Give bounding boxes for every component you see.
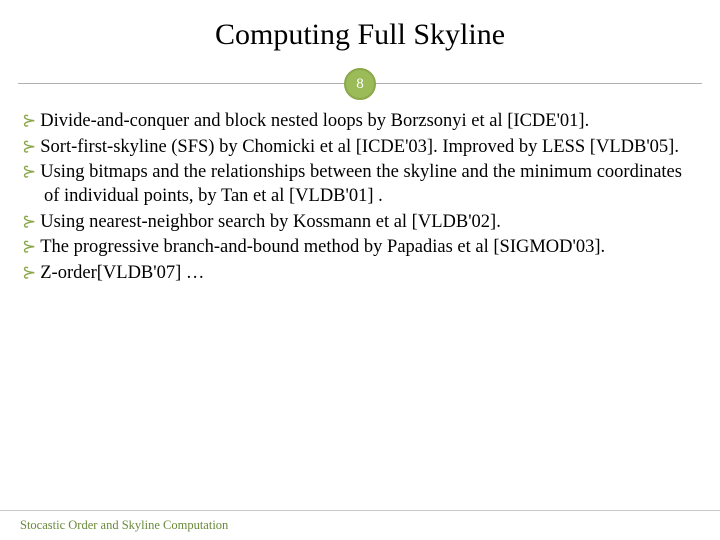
bullet-icon: ⊱ bbox=[22, 137, 40, 156]
slide-number-badge: 8 bbox=[344, 68, 376, 100]
slide-number: 8 bbox=[356, 76, 364, 93]
content-body: ⊱Divide-and-conquer and block nested loo… bbox=[0, 104, 720, 540]
footer: Stocastic Order and Skyline Computation bbox=[0, 510, 720, 540]
list-item: ⊱Using nearest-neighbor search by Kossma… bbox=[22, 211, 698, 235]
item-text: Using bitmaps and the relationships betw… bbox=[40, 162, 682, 206]
item-text: Using nearest-neighbor search by Kossman… bbox=[40, 212, 501, 232]
bullet-icon: ⊱ bbox=[22, 162, 40, 181]
bullet-icon: ⊱ bbox=[22, 212, 40, 231]
divider: 8 bbox=[0, 64, 720, 104]
title-area: Computing Full Skyline bbox=[0, 0, 720, 60]
item-text: Sort-first-skyline (SFS) by Chomicki et … bbox=[40, 137, 679, 157]
list-item: ⊱Z-order[VLDB'07] … bbox=[22, 262, 698, 286]
slide: Computing Full Skyline 8 ⊱Divide-and-con… bbox=[0, 0, 720, 540]
footer-text: Stocastic Order and Skyline Computation bbox=[20, 518, 228, 533]
item-text: Z-order[VLDB'07] … bbox=[40, 263, 204, 283]
list-item: ⊱Sort-first-skyline (SFS) by Chomicki et… bbox=[22, 136, 698, 160]
item-text: Divide-and-conquer and block nested loop… bbox=[40, 111, 589, 131]
bullet-icon: ⊱ bbox=[22, 111, 40, 130]
list-item: ⊱Using bitmaps and the relationships bet… bbox=[22, 161, 698, 208]
bullet-icon: ⊱ bbox=[22, 263, 40, 282]
bullet-icon: ⊱ bbox=[22, 237, 40, 256]
list-item: ⊱Divide-and-conquer and block nested loo… bbox=[22, 110, 698, 134]
item-text: The progressive branch-and-bound method … bbox=[40, 237, 605, 257]
slide-title: Computing Full Skyline bbox=[0, 18, 720, 52]
list-item: ⊱The progressive branch-and-bound method… bbox=[22, 236, 698, 260]
